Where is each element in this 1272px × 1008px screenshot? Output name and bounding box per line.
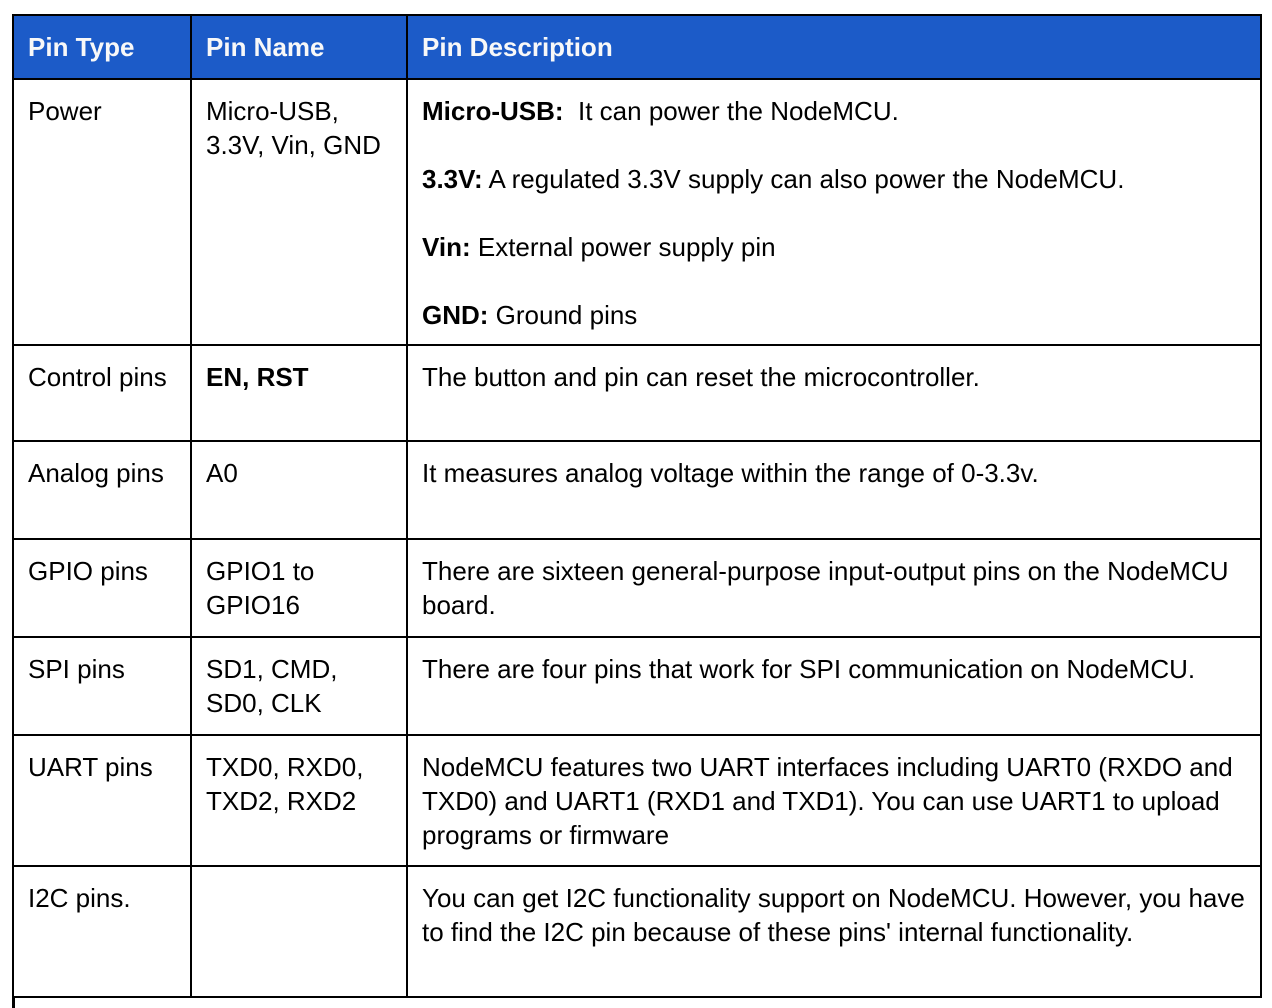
pin-description-cell: Micro-USB: It can power the NodeMCU. 3.3V… bbox=[406, 78, 1262, 346]
header-pin-type: Pin Type bbox=[12, 14, 192, 80]
header-pin-name: Pin Name bbox=[190, 14, 408, 80]
table-row: SPI pins SD1, CMD, SD0, CLK There are four… bbox=[12, 636, 1262, 736]
description-text: NodeMCU features two UART interfaces inc… bbox=[422, 752, 1240, 850]
table-row: Control pins EN, RST The button and pin ca… bbox=[12, 344, 1262, 442]
description-paragraph: It measures analog voltage within the ra… bbox=[422, 456, 1248, 490]
description-text: There are sixteen general-purpose input-… bbox=[422, 556, 1236, 620]
description-text: It measures analog voltage within the ra… bbox=[422, 458, 1039, 488]
description-paragraph: The button and pin can reset the microco… bbox=[422, 360, 1248, 394]
description-text: A regulated 3.3V supply can also power t… bbox=[482, 164, 1125, 194]
pin-type-cell: SPI pins bbox=[12, 636, 192, 736]
description-text: There are four pins that work for SPI co… bbox=[422, 654, 1196, 684]
pin-type-cell: Control pins bbox=[12, 344, 192, 442]
description-label: GND: bbox=[422, 300, 489, 330]
pin-description-cell: There are sixteen general-purpose input-… bbox=[406, 538, 1262, 638]
description-paragraph: NodeMCU features two UART interfaces inc… bbox=[422, 750, 1248, 852]
description-paragraph: GND: Ground pins bbox=[422, 298, 1248, 332]
pin-name-cell: TXD0, RXD0, TXD2, RXD2 bbox=[190, 734, 408, 867]
description-paragraph: There are sixteen general-purpose input-… bbox=[422, 554, 1248, 622]
description-paragraph: You can get I2C functionality support on… bbox=[422, 881, 1248, 949]
description-text: Ground pins bbox=[488, 300, 638, 330]
pin-type-cell: UART pins bbox=[12, 734, 192, 867]
table-row: Power Micro-USB, 3.3V, Vin, GND Micro-USB:… bbox=[12, 78, 1262, 346]
pin-type-cell: I2C pins. bbox=[12, 865, 192, 998]
pin-name-cell: GPIO1 to GPIO16 bbox=[190, 538, 408, 638]
pin-name-cell: A0 bbox=[190, 440, 408, 540]
pin-name-cell: EN, RST bbox=[190, 344, 408, 442]
pin-description-cell: You can get I2C functionality support on… bbox=[406, 865, 1262, 998]
description-paragraph: There are four pins that work for SPI co… bbox=[422, 652, 1248, 686]
pin-type-cell: GPIO pins bbox=[12, 538, 192, 638]
description-text: You can get I2C functionality support on… bbox=[422, 883, 1253, 947]
description-text: The button and pin can reset the microco… bbox=[422, 362, 980, 392]
pin-type-cell: Analog pins bbox=[12, 440, 192, 540]
pin-description-cell: There are four pins that work for SPI co… bbox=[406, 636, 1262, 736]
description-text: It can power the NodeMCU. bbox=[563, 96, 899, 126]
pin-table: Pin Type Pin Name Pin Description Power M… bbox=[12, 14, 1262, 998]
table-row: Analog pins A0 It measures analog voltage … bbox=[12, 440, 1262, 540]
description-text: External power supply pin bbox=[470, 232, 776, 262]
table-row: GPIO pins GPIO1 to GPIO16 There are sixtee… bbox=[12, 538, 1262, 638]
header-row: Pin Type Pin Name Pin Description bbox=[12, 14, 1262, 80]
pin-name-cell: Micro-USB, 3.3V, Vin, GND bbox=[190, 78, 408, 346]
pin-description-cell: It measures analog voltage within the ra… bbox=[406, 440, 1262, 540]
description-label: Vin: bbox=[422, 232, 471, 262]
description-paragraph: Vin: External power supply pin bbox=[422, 230, 1248, 264]
description-paragraph: Micro-USB: It can power the NodeMCU. bbox=[422, 94, 1248, 128]
pin-type-cell: Power bbox=[12, 78, 192, 346]
description-paragraph: 3.3V: A regulated 3.3V supply can also p… bbox=[422, 162, 1248, 196]
pin-name-cell: SD1, CMD, SD0, CLK bbox=[190, 636, 408, 736]
text-cursor bbox=[12, 996, 15, 1008]
pin-description-cell: The button and pin can reset the microco… bbox=[406, 344, 1262, 442]
table-row: I2C pins. You can get I2C functionality s… bbox=[12, 865, 1262, 998]
header-pin-description: Pin Description bbox=[406, 14, 1262, 80]
description-label: Micro-USB: bbox=[422, 96, 564, 126]
pin-description-cell: NodeMCU features two UART interfaces inc… bbox=[406, 734, 1262, 867]
table-row: UART pins TXD0, RXD0, TXD2, RXD2 NodeMCU f… bbox=[12, 734, 1262, 867]
description-label: 3.3V: bbox=[422, 164, 483, 194]
pin-name-cell bbox=[190, 865, 408, 998]
